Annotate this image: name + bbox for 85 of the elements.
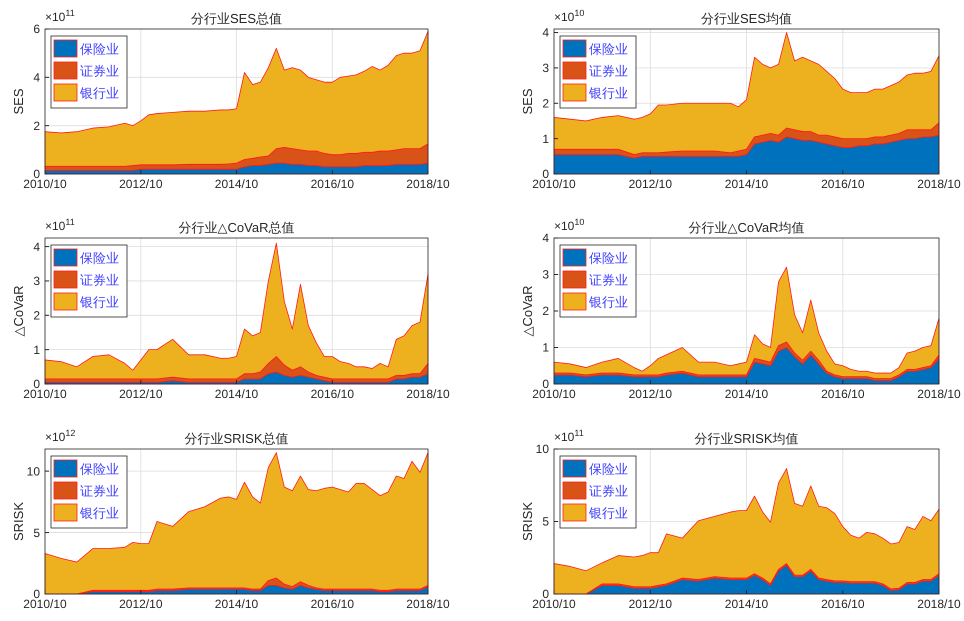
x-tick-label: 2018/10 — [917, 177, 962, 191]
x-tick-label: 2012/10 — [119, 177, 163, 191]
y-tick-label: 6 — [33, 22, 40, 36]
x-tick-label: 2016/10 — [821, 177, 865, 191]
x-tick-label: 2014/10 — [214, 177, 259, 191]
y-tick-label: 3 — [542, 268, 550, 282]
y-axis-title: △CoVaR — [520, 286, 535, 336]
y-tick-label: 1 — [542, 340, 550, 355]
y-tick-label: 4 — [542, 231, 550, 246]
y-tick-label: 5 — [542, 514, 550, 529]
text: ×10$^{10}$ — [554, 217, 584, 233]
y-axis-title: △CoVaR — [11, 286, 26, 336]
y-tick-label: 4 — [33, 240, 40, 254]
x-tick-label: 2010/10 — [532, 387, 576, 401]
y-axis-title: SRISK — [11, 502, 26, 542]
legend-label: 证券业 — [589, 272, 628, 288]
legend-label: 银行业 — [588, 506, 628, 521]
y-tick-label: 10 — [26, 464, 40, 478]
legend-label: 保险业 — [589, 250, 628, 266]
x-tick-label: 2016/10 — [310, 597, 354, 611]
text: ×10$^{12}$ — [45, 428, 76, 444]
y-axis-title: SES — [520, 88, 535, 115]
x-tick-label: 2012/10 — [628, 177, 672, 191]
chart-title: 分行业SRISK总值 — [184, 431, 289, 446]
legend-label: 银行业 — [588, 86, 628, 101]
legend-label: 证券业 — [589, 64, 628, 79]
y-tick-label: 2 — [542, 96, 550, 110]
x-tick-label: 2012/10 — [119, 387, 163, 401]
legend-label: 保险业 — [80, 462, 119, 477]
y-tick-label: 3 — [542, 61, 550, 76]
x-tick-label: 2014/10 — [214, 387, 259, 401]
chart-title: 分行业△CoVaR总值 — [178, 220, 294, 235]
legend-label: 证券业 — [80, 272, 119, 288]
chart-title: 分行业SES均值 — [700, 11, 792, 26]
y-tick-label: 3 — [33, 274, 40, 288]
y-tick-label: 10 — [536, 442, 550, 456]
x-tick-label: 2016/10 — [310, 387, 354, 401]
x-tick-label: 2014/10 — [724, 597, 769, 611]
y-tick-label: 4 — [542, 26, 550, 40]
x-tick-label: 2016/10 — [310, 177, 354, 191]
chart-title: 分行业SES总值 — [190, 11, 282, 26]
chart-title: 分行业△CoVaR均值 — [688, 220, 804, 235]
x-tick-label: 2018/10 — [917, 597, 962, 611]
x-tick-label: 2012/10 — [628, 597, 672, 611]
text: ×10$^{11}$ — [45, 8, 75, 24]
legend-label: 证券业 — [589, 484, 628, 499]
x-tick-label: 2018/10 — [406, 177, 450, 191]
x-tick-label: 2010/10 — [23, 597, 68, 611]
y-axis-title: SES — [11, 88, 26, 115]
x-tick-label: 2014/10 — [724, 177, 769, 191]
y-tick-label: 5 — [33, 526, 40, 540]
x-tick-label: 2016/10 — [821, 597, 865, 611]
x-tick-label: 2014/10 — [724, 387, 769, 401]
legend-label: 银行业 — [79, 86, 119, 101]
y-tick-label: 1 — [33, 342, 40, 357]
legend-label: 银行业 — [588, 294, 628, 310]
x-tick-label: 2016/10 — [821, 387, 865, 401]
y-tick-label: 2 — [33, 308, 40, 322]
text: ×10$^{11}$ — [45, 217, 75, 233]
x-tick-label: 2010/10 — [532, 177, 576, 191]
legend-label: 保险业 — [589, 462, 628, 477]
y-tick-label: 1 — [542, 132, 550, 146]
chart-title: 分行业SRISK均值 — [694, 431, 799, 446]
x-tick-label: 2012/10 — [628, 387, 672, 401]
legend-label: 保险业 — [80, 42, 119, 57]
x-tick-label: 2012/10 — [119, 597, 163, 611]
x-tick-label: 2018/10 — [406, 387, 450, 401]
x-tick-label: 2010/10 — [23, 177, 68, 191]
x-tick-label: 2014/10 — [214, 597, 259, 611]
x-tick-label: 2010/10 — [532, 597, 576, 611]
x-tick-label: 2010/10 — [23, 387, 68, 401]
legend-label: 银行业 — [79, 294, 119, 310]
text: ×10$^{11}$ — [554, 428, 584, 444]
y-tick-label: 4 — [33, 70, 40, 85]
text: ×10$^{10}$ — [554, 8, 584, 24]
x-tick-label: 2018/10 — [917, 387, 962, 401]
y-tick-label: 2 — [542, 304, 550, 318]
legend-label: 证券业 — [80, 484, 119, 499]
legend-label: 保险业 — [80, 250, 119, 266]
legend-label: 保险业 — [589, 42, 628, 57]
legend-label: 证券业 — [80, 64, 119, 79]
y-tick-label: 2 — [33, 118, 40, 133]
y-axis-title: SRISK — [520, 502, 535, 542]
legend-label: 银行业 — [79, 506, 119, 521]
x-tick-label: 2018/10 — [406, 597, 450, 611]
